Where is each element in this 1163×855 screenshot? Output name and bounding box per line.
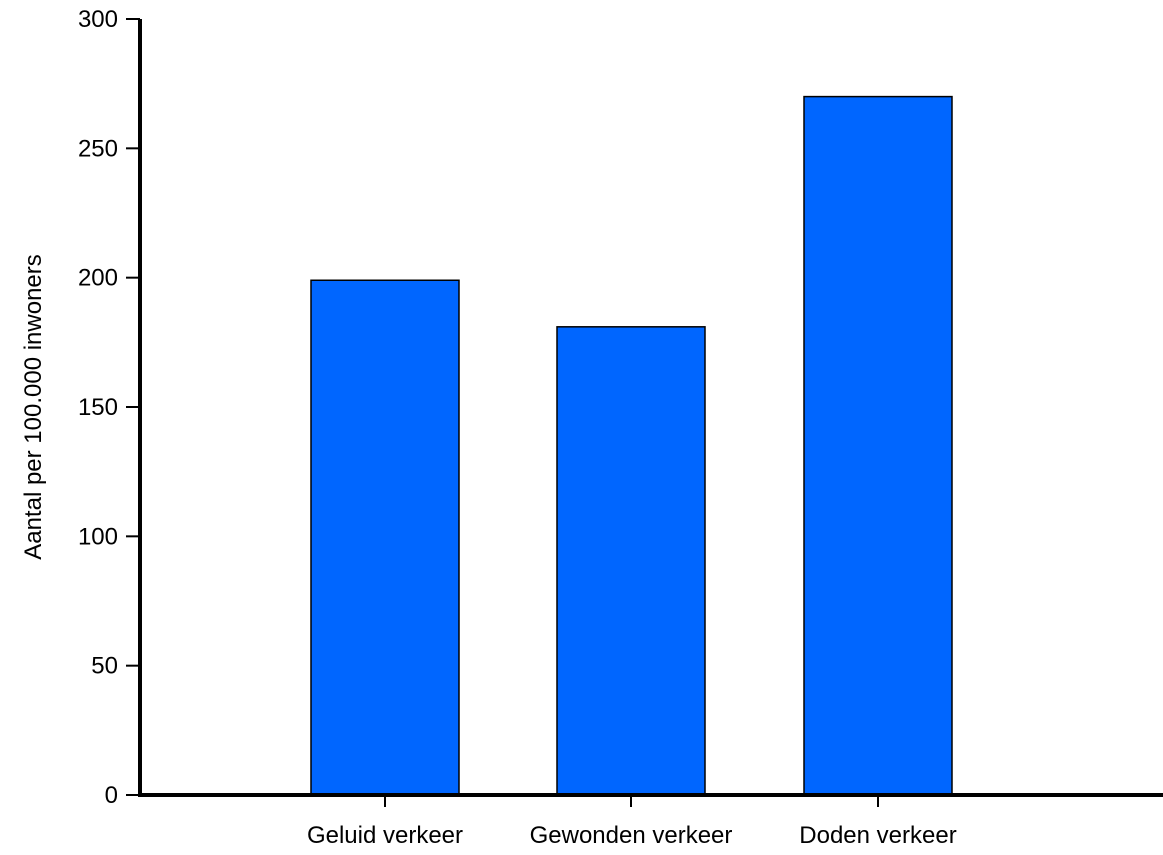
bar-doden-verkeer (803, 95, 953, 796)
y-axis-label: Aantal per 100.000 inwoners (20, 254, 47, 560)
x-tick-label-doden-verkeer: Doden verkeer (799, 822, 956, 849)
y-tick-label-100: 100 (78, 523, 118, 550)
bar-gewonden-verkeer (556, 326, 706, 796)
y-ticks-group: 0 50 100 150 200 250 300 (78, 6, 140, 809)
y-tick-label-50: 50 (91, 653, 118, 680)
y-tick-label-0: 0 (105, 782, 118, 809)
y-tick-label-250: 250 (78, 135, 118, 162)
y-tick-label-150: 150 (78, 394, 118, 421)
bars-group (310, 95, 953, 796)
y-tick-label-200: 200 (78, 265, 118, 292)
y-tick-label-300: 300 (78, 6, 118, 33)
x-tick-label-gewonden-verkeer: Gewonden verkeer (530, 822, 733, 849)
x-tick-label-geluid-verkeer: Geluid verkeer (307, 822, 463, 849)
x-ticks-group: Geluid verkeer Gewonden verkeer Doden verk… (307, 795, 957, 849)
bar-geluid-verkeer (310, 279, 460, 796)
